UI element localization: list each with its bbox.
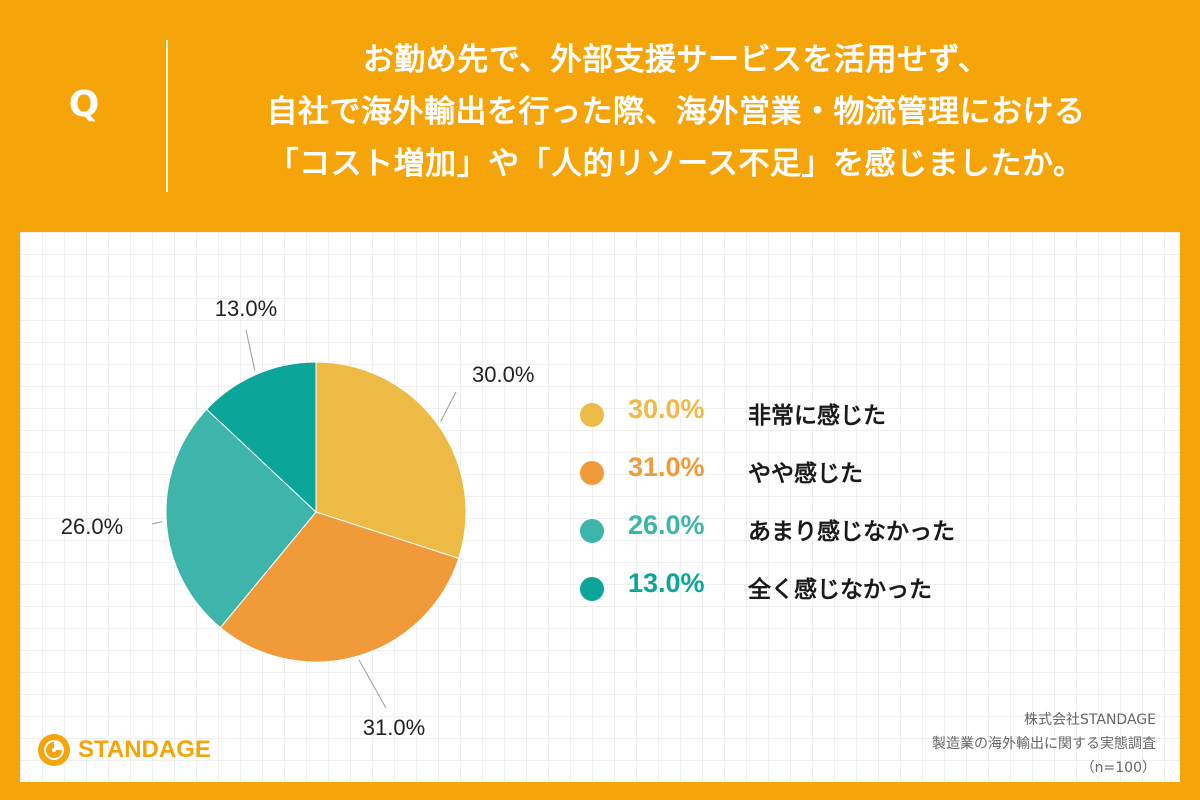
- legend-label: 全く感じなかった: [748, 577, 932, 603]
- legend-value: 26.0%: [628, 510, 705, 540]
- source-sample: （n=100）: [1080, 760, 1156, 776]
- source-company: 株式会社STANDAGE: [1024, 712, 1156, 728]
- pie-slice: [219, 511, 460, 663]
- leader-line: [151, 521, 163, 525]
- chart-panel: 30.0% 31.0% 26.0% 13.0% 30.0% 非常に感じた 31.0% …: [20, 232, 1180, 782]
- logo-wordmark: STANDAGE: [78, 736, 211, 763]
- standage-logo: STANDAGE: [36, 730, 211, 770]
- legend-label: あまり感じなかった: [748, 519, 955, 545]
- leader-line: [440, 391, 457, 422]
- question-header: Q お勤め先で、外部支援サービスを活用せず、 自社で海外輸出を行った際、海外営業…: [0, 0, 1200, 232]
- question-line-1: お勤め先で、外部支援サービスを活用せず、: [362, 42, 990, 78]
- leader-line: [358, 659, 387, 709]
- legend-swatch: [580, 403, 604, 427]
- pie-slice: [205, 361, 317, 514]
- legend-value: 30.0%: [628, 394, 705, 424]
- pie-slice: [165, 408, 317, 629]
- source-note: 株式会社STANDAGE 製造業の海外輸出に関する実態調査 （n=100）: [932, 708, 1156, 780]
- pie-chart: 30.0% 31.0% 26.0% 13.0%: [61, 296, 535, 740]
- legend-swatch: [580, 577, 604, 601]
- header-divider: [166, 40, 168, 192]
- legend-label: やや感じた: [748, 461, 863, 487]
- question-line-3: 「コスト増加」や「人的リソース不足」を感じましたか。: [267, 146, 1085, 182]
- pie-slice: [315, 361, 467, 559]
- data-label: 26.0%: [61, 514, 123, 539]
- standage-logo-icon: [38, 734, 70, 766]
- question-marker: Q: [68, 84, 100, 125]
- legend-value: 31.0%: [628, 452, 705, 482]
- data-label: 13.0%: [215, 296, 277, 321]
- legend-swatch: [580, 461, 604, 485]
- legend-swatch: [580, 519, 604, 543]
- legend-value: 13.0%: [628, 568, 705, 598]
- question-text: お勤め先で、外部支援サービスを活用せず、 自社で海外輸出を行った際、海外営業・物…: [196, 34, 1156, 190]
- data-label: 30.0%: [472, 362, 534, 387]
- leader-line: [245, 329, 256, 371]
- legend-label: 非常に感じた: [748, 403, 886, 429]
- data-label: 31.0%: [363, 715, 425, 740]
- question-line-2: 自社で海外輸出を行った際、海外営業・物流管理における: [266, 94, 1086, 130]
- source-survey: 製造業の海外輸出に関する実態調査: [932, 736, 1156, 752]
